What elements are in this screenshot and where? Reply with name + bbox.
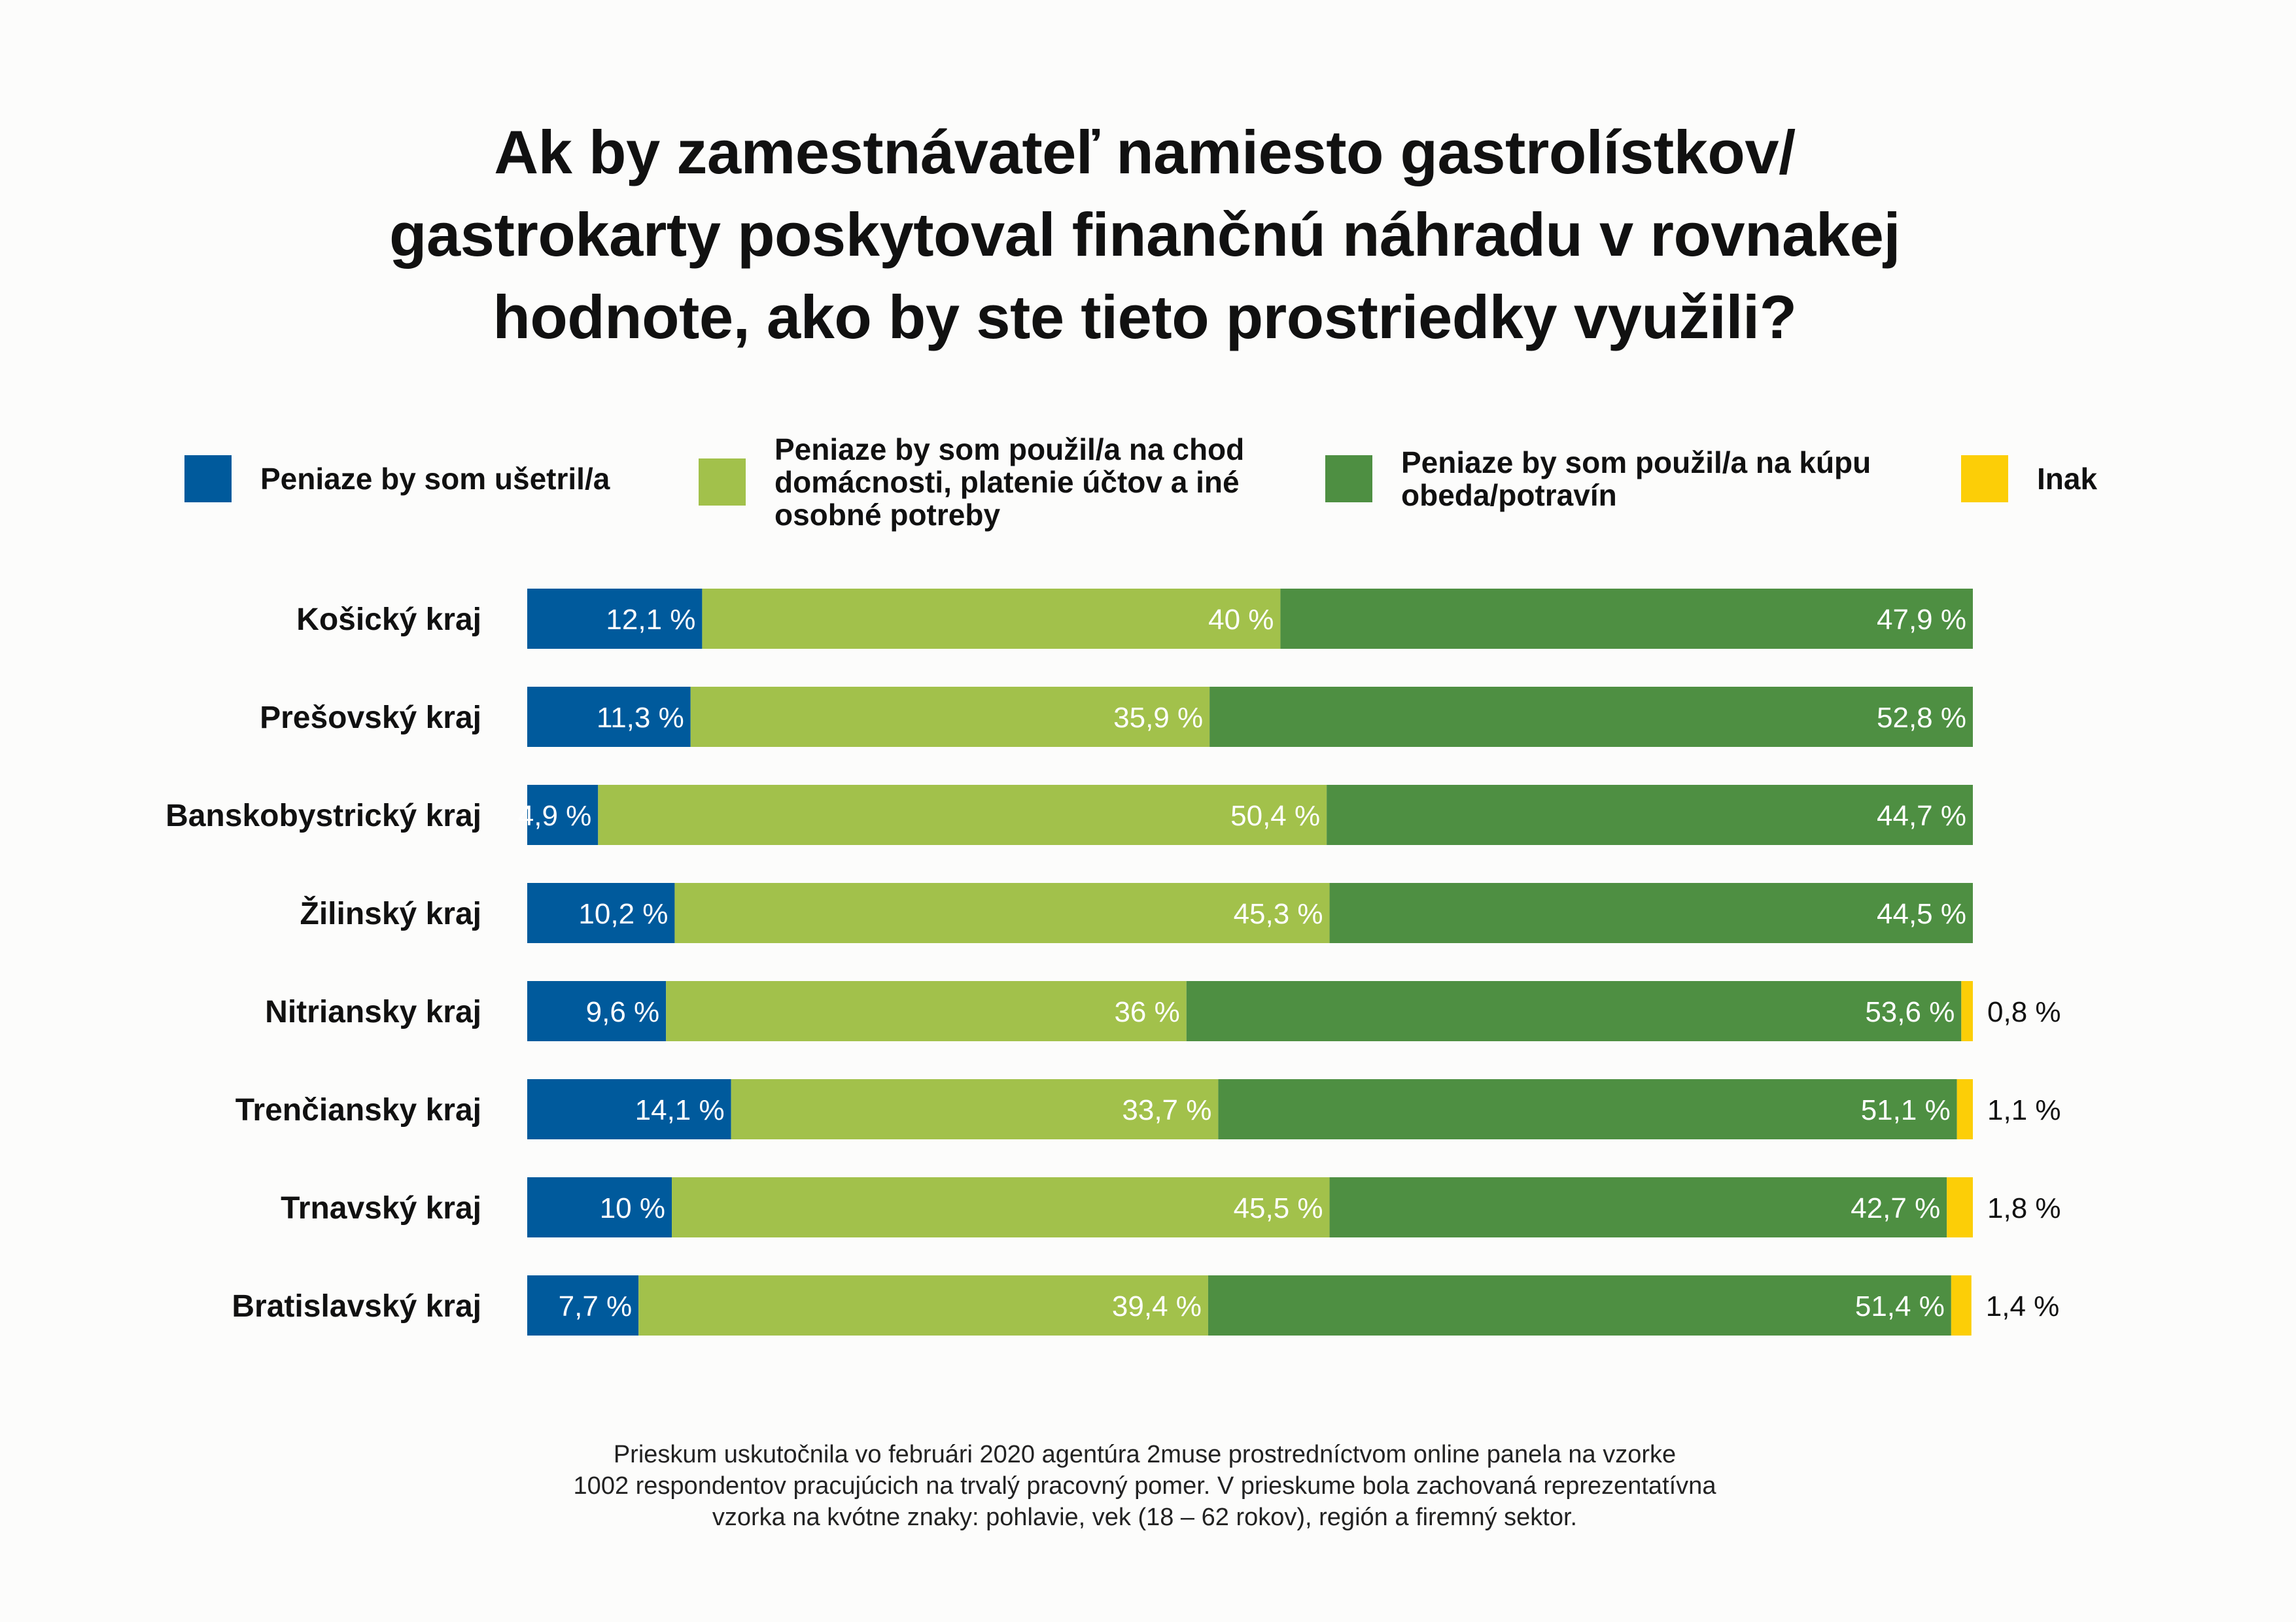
data-label-other: 1,8 %: [1987, 1192, 2061, 1224]
data-label-food: 53,6 %: [1865, 996, 1955, 1028]
bar-segment-other: [1947, 1177, 1973, 1237]
bar-segment-other: [1951, 1275, 1972, 1336]
region-label: Banskobystrický kraj: [165, 799, 481, 833]
data-label-saved: 14,1 %: [635, 1094, 725, 1126]
data-label-other: 0,8 %: [1987, 996, 2061, 1028]
bar-segment-other: [1957, 1079, 1973, 1139]
region-label: Košický kraj: [296, 602, 481, 637]
data-label-saved: 12,1 %: [606, 604, 695, 636]
bar-segment-food: [1218, 1079, 1957, 1139]
legend-item-other: Inak: [1961, 455, 2097, 502]
data-label-saved: 10,2 %: [578, 898, 668, 930]
bar-row: Nitriansky kraj 9,6 % 36 % 53,6 % 0,8 %: [265, 981, 2061, 1041]
data-label-saved: 7,7 %: [559, 1290, 633, 1322]
legend-swatch-household: [699, 458, 746, 506]
bar-segment-saved: [527, 981, 667, 1041]
bar-segment-saved: [527, 1275, 639, 1336]
region-label: Trenčiansky kraj: [235, 1093, 481, 1128]
bar-segment-food: [1208, 1275, 1951, 1336]
bar-row: Banskobystrický kraj 4,9 % 50,4 % 44,7 %: [165, 785, 1973, 845]
data-label-household: 45,5 %: [1234, 1192, 1323, 1224]
data-label-household: 39,4 %: [1112, 1290, 1202, 1322]
bar-row: Žilinský kraj 10,2 % 45,3 % 44,5 %: [300, 883, 1973, 943]
data-label-food: 51,1 %: [1861, 1094, 1951, 1126]
bar-row: Bratislavský kraj 7,7 % 39,4 % 51,4 % 1,4 %: [232, 1275, 2059, 1336]
bar-segment-food: [1329, 1177, 1947, 1237]
data-label-household: 45,3 %: [1234, 898, 1323, 930]
data-label-food: 47,9 %: [1877, 604, 1966, 636]
legend-swatch-saved: [184, 455, 232, 502]
legend-item-saved: Peniaze by som ušetril/a: [184, 455, 610, 502]
bar-segment-household: [666, 981, 1187, 1041]
bar-segment-saved: [527, 883, 675, 943]
data-label-saved: 11,3 %: [597, 702, 684, 734]
bar-segment-food: [1280, 589, 1973, 649]
legend-swatch-food: [1325, 455, 1372, 502]
legend-label-household: Peniaze by som použil/a na chod domácnos…: [774, 432, 1245, 532]
region-label: Trnavský kraj: [281, 1191, 481, 1226]
legend-label-saved: Peniaze by som ušetril/a: [260, 462, 610, 496]
legend-swatch-other: [1961, 455, 2008, 502]
data-label-other: 1,1 %: [1987, 1094, 2061, 1126]
bar-row: Trenčiansky kraj 14,1 % 33,7 % 51,1 % 1,1 %: [235, 1079, 2061, 1139]
legend-item-household: Peniaze by som použil/a na chod domácnos…: [699, 433, 1244, 531]
chart-title: Ak by zamestnávateľ namiesto gastrolístk…: [389, 118, 1901, 351]
data-label-saved: 4,9 %: [518, 800, 592, 832]
bar-segment-saved: [527, 785, 599, 845]
bar-segment-saved: [527, 589, 703, 649]
data-label-food: 44,5 %: [1877, 898, 1966, 930]
bar-segment-household: [638, 1275, 1208, 1336]
bar-segment-household: [731, 1079, 1219, 1139]
bar-segment-food: [1209, 687, 1973, 747]
legend-item-food: Peniaze by som použil/a na kúpu obeda/po…: [1325, 446, 1871, 511]
data-label-food: 42,7 %: [1851, 1192, 1940, 1224]
legend-label-other: Inak: [2037, 462, 2098, 496]
bar-row: Prešovský kraj 11,3 % 35,9 % 52,8 %: [260, 687, 1973, 747]
legend: Peniaze by som ušetril/a Peniaze by som …: [0, 425, 2296, 536]
data-label-food: 51,4 %: [1855, 1290, 1945, 1322]
data-label-household: 40 %: [1208, 604, 1274, 636]
data-label-saved: 9,6 %: [586, 996, 660, 1028]
bar-segment-household: [672, 1177, 1330, 1237]
data-label-household: 35,9 %: [1113, 702, 1203, 734]
data-label-household: 33,7 %: [1122, 1094, 1211, 1126]
bar-segment-household: [690, 687, 1210, 747]
data-label-food: 52,8 %: [1877, 702, 1966, 734]
region-label: Prešovský kraj: [260, 700, 481, 735]
bar-segment-household: [598, 785, 1327, 845]
bar-segment-food: [1329, 883, 1973, 943]
data-label-food: 44,7 %: [1877, 800, 1966, 832]
stacked-bar-chart: Košický kraj 12,1 % 40 % 47,9 % Prešovský kr…: [165, 589, 2061, 1336]
bar-segment-household: [702, 589, 1281, 649]
data-label-saved: 10 %: [600, 1192, 665, 1224]
bar-segment-other: [1961, 981, 1973, 1041]
bar-row: Košický kraj 12,1 % 40 % 47,9 %: [296, 589, 1973, 649]
region-label: Nitriansky kraj: [265, 995, 481, 1029]
footnote: Prieskum uskutočnila vo februári 2020 ag…: [573, 1441, 1716, 1531]
bar-row: Trnavský kraj 10 % 45,5 % 42,7 % 1,8 %: [281, 1177, 2061, 1237]
bar-segment-saved: [527, 687, 691, 747]
region-label: Bratislavský kraj: [232, 1289, 481, 1324]
bar-segment-household: [674, 883, 1330, 943]
bar-segment-saved: [527, 1177, 672, 1237]
bar-segment-food: [1186, 981, 1962, 1041]
data-label-household: 50,4 %: [1230, 800, 1320, 832]
region-label: Žilinský kraj: [300, 895, 481, 931]
legend-label-food: Peniaze by som použil/a na kúpu obeda/po…: [1401, 445, 1871, 512]
data-label-household: 36 %: [1114, 996, 1179, 1028]
bar-segment-food: [1327, 785, 1973, 845]
bar-segment-saved: [527, 1079, 731, 1139]
data-label-other: 1,4 %: [1986, 1290, 2060, 1322]
